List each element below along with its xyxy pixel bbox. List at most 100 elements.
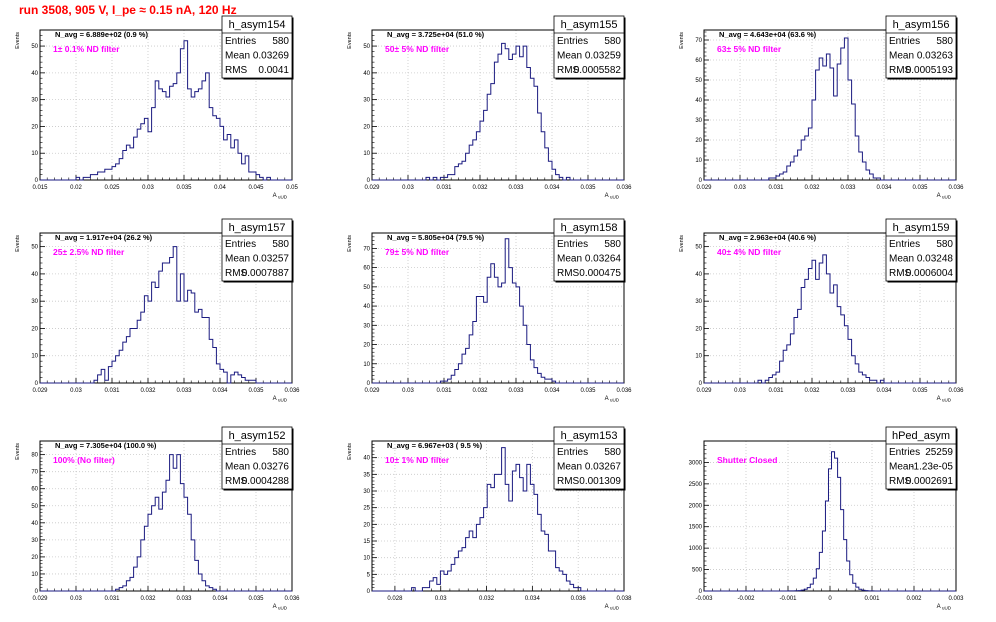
y-tick-label: 0 [35, 381, 39, 387]
x-axis-title: A uUD [605, 193, 620, 200]
x-tick-label: 0.034 [876, 388, 892, 394]
x-tick-label: 0.03 [734, 388, 746, 394]
y-tick-label: 1500 [689, 525, 703, 531]
panel-hPed_asym: -0.003 -0.002 -0.001 0 0.001 0.002 0.003 0 500 10… [689, 426, 964, 611]
histogram-line [40, 246, 292, 384]
stats-value-entries: 580 [272, 447, 289, 458]
y-axis-title: Events [347, 32, 353, 49]
x-tick-label: 0.03 [402, 185, 414, 191]
stats-value-mean: 0.03276 [253, 462, 290, 473]
stats-label-mean: Mean [225, 254, 250, 265]
x-tick-label: 0.031 [436, 185, 452, 191]
x-tick-label: 0.036 [616, 185, 632, 191]
x-tick-label: 0.03 [142, 185, 154, 191]
y-tick-label: 60 [695, 58, 702, 64]
x-tick-label: 0.029 [364, 185, 380, 191]
x-tick-label: 0.032 [140, 596, 156, 602]
x-tick-label: 0.033 [176, 388, 192, 394]
y-tick-label: 0 [367, 178, 371, 184]
x-axis-title-subscript: uUD [610, 195, 620, 200]
stats-label-mean: Mean [557, 462, 582, 473]
stats-label-entries: Entries [889, 447, 920, 458]
x-axis-title-subscript: uUD [610, 398, 620, 403]
histogram-line [704, 451, 956, 592]
stats-box-title: h_asym155 [561, 19, 618, 31]
stats-value-rms: 0.0005193 [906, 65, 954, 76]
stats-label-rms: RMS [225, 476, 248, 487]
y-axis-title: Events [679, 32, 685, 49]
x-axis-title-subscript: uUD [278, 606, 288, 611]
x-tick-label: 0.036 [948, 185, 964, 191]
x-tick-label: 0.038 [616, 596, 632, 602]
stats-value-entries: 580 [272, 36, 289, 47]
y-tick-label: 20 [695, 326, 702, 332]
histogram-line [704, 254, 956, 384]
stats-box [221, 15, 293, 79]
y-tick-label: 50 [695, 78, 702, 84]
n-avg-label: N_avg = 5.805e+04 (79.5 %) [387, 233, 485, 242]
stats-label-entries: Entries [889, 239, 920, 250]
panel-h_asym155: 0.029 0.03 0.031 0.032 0.033 0.034 0.035 0.036 0… [347, 15, 632, 200]
plot-frame [703, 232, 957, 384]
run-title: run 3508, 905 V, I_pe ≈ 0.15 nA, 120 Hz [19, 3, 237, 17]
stats-value-rms: 0.0002691 [906, 476, 954, 487]
x-tick-label: 0.035 [912, 185, 928, 191]
x-axis-title: A uUD [273, 193, 288, 200]
y-tick-label: 10 [31, 354, 38, 360]
y-axis-title: Events [347, 443, 353, 460]
y-tick-label: 0 [35, 178, 39, 184]
x-axis-title-subscript: uUD [278, 398, 288, 403]
x-tick-label: 0.036 [571, 596, 587, 602]
x-axis-title: A uUD [937, 396, 952, 403]
y-tick-label: 70 [31, 470, 38, 476]
stats-box [553, 218, 625, 282]
x-axis-title: A uUD [937, 604, 952, 611]
stats-value-mean: 0.03264 [585, 254, 622, 265]
x-tick-label: 0.032 [804, 388, 820, 394]
y-tick-label: 30 [31, 98, 38, 104]
x-axis-title-subscript: uUD [942, 398, 952, 403]
y-tick-label: 10 [363, 556, 370, 562]
y-tick-label: 20 [695, 138, 702, 144]
y-tick-label: 50 [695, 245, 702, 251]
stats-box-title: hPed_asym [892, 430, 950, 442]
x-tick-label: 0.025 [104, 185, 120, 191]
stats-box-title: h_asym153 [561, 430, 618, 442]
x-tick-label: 0.035 [912, 388, 928, 394]
stats-label-mean: Mean [889, 462, 914, 473]
x-tick-label: 0.036 [948, 388, 964, 394]
x-tick-label: 0.034 [876, 185, 892, 191]
stats-label-rms: RMS [889, 476, 912, 487]
stats-value-entries: 580 [936, 239, 953, 250]
filter-annotation: 1± 0.1% ND filter [53, 44, 120, 54]
stats-box [553, 15, 625, 79]
stats-label-rms: RMS [225, 65, 248, 76]
panel-h_asym159: 0.029 0.03 0.031 0.032 0.033 0.034 0.035 0.036 0… [679, 218, 964, 403]
x-tick-label: 0.035 [248, 596, 264, 602]
y-tick-label: 80 [31, 453, 38, 459]
y-tick-label: 10 [363, 151, 370, 157]
y-tick-label: 40 [363, 71, 370, 77]
stats-box-title: h_asym159 [893, 222, 950, 234]
stats-box [553, 426, 625, 490]
x-tick-label: 0.03 [70, 388, 82, 394]
x-tick-label: 0.003 [948, 596, 964, 602]
y-tick-label: 20 [363, 343, 370, 349]
x-tick-label: 0.033 [840, 185, 856, 191]
histogram-line [40, 454, 292, 592]
filter-annotation: 79± 5% ND filter [385, 247, 450, 257]
panel-h_asym152: 0.029 0.03 0.031 0.032 0.033 0.034 0.035 0.036 0… [15, 426, 300, 611]
stats-label-mean: Mean [889, 254, 914, 265]
stats-label-rms: RMS [557, 476, 580, 487]
stats-value-rms: 0.0005582 [574, 65, 622, 76]
n-avg-label: N_avg = 2.963e+04 (40.6 %) [719, 233, 817, 242]
panel-h_asym158: 0.029 0.03 0.031 0.032 0.033 0.034 0.035 0.036 0… [347, 218, 632, 403]
y-tick-label: 40 [695, 272, 702, 278]
n-avg-label: N_avg = 4.643e+04 (63.6 %) [719, 30, 817, 39]
y-tick-label: 40 [31, 521, 38, 527]
n-avg-label: N_avg = 6.967e+03 ( 9.5 %) [387, 441, 483, 450]
x-tick-label: 0.002 [906, 596, 922, 602]
x-tick-label: 0.03 [70, 596, 82, 602]
x-tick-label: 0.031 [768, 185, 784, 191]
x-tick-label: 0 [828, 596, 832, 602]
